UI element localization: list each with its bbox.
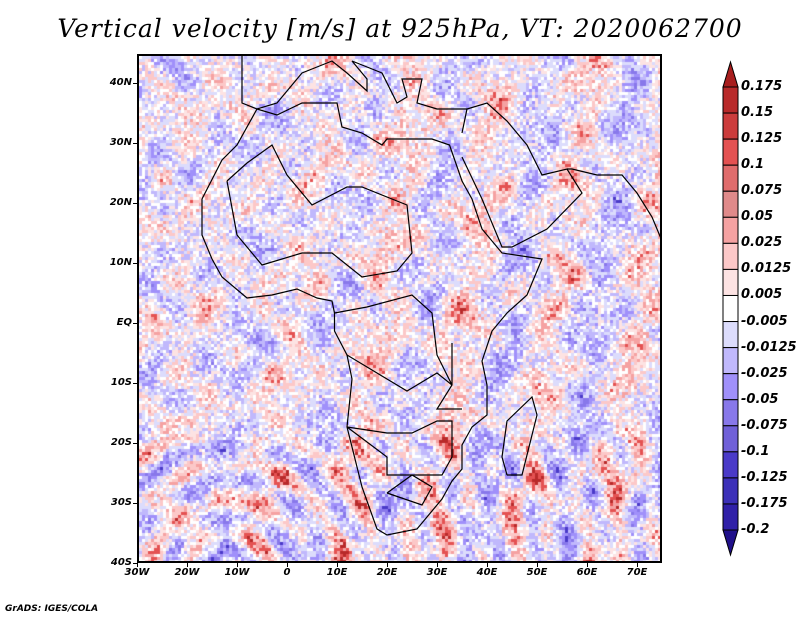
lon-label: 40E bbox=[476, 567, 498, 578]
colorbar-segment bbox=[722, 399, 739, 427]
colorbar-segment bbox=[722, 138, 739, 166]
colorbar-label: 0.175 bbox=[741, 79, 783, 94]
lon-label: 50E bbox=[526, 567, 548, 578]
colorbar-segment bbox=[722, 425, 739, 453]
lon-tick bbox=[587, 562, 588, 567]
europe-coastline bbox=[241, 56, 467, 110]
colorbar-label: -0.05 bbox=[741, 391, 779, 407]
lon-tick bbox=[137, 562, 138, 567]
lon-tick bbox=[387, 562, 388, 567]
lon-tick bbox=[187, 562, 188, 567]
colorbar-label: -0.005 bbox=[741, 313, 788, 329]
lon-label: 0 bbox=[283, 567, 291, 578]
colorbar-label: -0.0125 bbox=[741, 339, 797, 355]
lat-label: 30N bbox=[109, 137, 132, 148]
colorbar-bottom-arrow bbox=[722, 529, 739, 557]
lon-label: 30W bbox=[124, 567, 150, 578]
lat-label: 20N bbox=[109, 197, 132, 208]
colorbar-label: -0.075 bbox=[741, 417, 788, 433]
colorbar-label: 0.025 bbox=[741, 235, 783, 251]
asia-coastline bbox=[567, 168, 660, 238]
lat-tick bbox=[133, 263, 138, 264]
vertical-velocity-field bbox=[139, 56, 660, 561]
africa-coastline bbox=[201, 102, 543, 536]
lon-label: 70E bbox=[626, 567, 648, 578]
colorbar-label: 0.0125 bbox=[741, 261, 792, 277]
colorbar-segment bbox=[722, 86, 739, 114]
lon-tick bbox=[537, 562, 538, 567]
lat-label: 40N bbox=[109, 77, 132, 88]
country-borders bbox=[346, 420, 453, 476]
map-plot-area bbox=[137, 54, 662, 563]
lat-label: 10N bbox=[109, 257, 132, 268]
madagascar-coastline bbox=[501, 395, 538, 476]
coastlines-and-borders bbox=[201, 56, 660, 536]
lat-tick bbox=[133, 143, 138, 144]
colorbar-label: -0.025 bbox=[741, 365, 788, 381]
plot-title: Vertical velocity [m/s] at 925hPa, VT: 2… bbox=[57, 14, 743, 43]
colorbar-label: 0.1 bbox=[741, 157, 765, 173]
lon-label: 20W bbox=[174, 567, 200, 578]
lat-label: 40S bbox=[110, 557, 132, 568]
colorbar-segment bbox=[722, 321, 739, 349]
lat-tick bbox=[133, 503, 138, 504]
lat-tick bbox=[133, 383, 138, 384]
colorbar-label: -0.175 bbox=[741, 495, 788, 511]
lon-tick bbox=[337, 562, 338, 567]
colorbar-label: -0.1 bbox=[741, 443, 770, 459]
lat-tick bbox=[133, 563, 138, 564]
lat-label: 20S bbox=[110, 437, 132, 448]
grads-credit: GrADS: IGES/COLA bbox=[5, 604, 99, 614]
colorbar-label: 0.075 bbox=[741, 183, 783, 199]
lon-tick bbox=[237, 562, 238, 567]
country-borders bbox=[226, 144, 413, 278]
lon-tick bbox=[487, 562, 488, 567]
colorbar-top-arrow bbox=[722, 60, 739, 88]
lat-tick bbox=[133, 323, 138, 324]
colorbar-segment bbox=[722, 112, 739, 140]
lat-tick bbox=[133, 443, 138, 444]
colorbar-label: 0.15 bbox=[741, 105, 774, 121]
colorbar-segment bbox=[722, 294, 739, 323]
colorbar-segment bbox=[722, 477, 739, 505]
colorbar-segment bbox=[722, 190, 739, 218]
lon-label: 20E bbox=[376, 567, 398, 578]
lat-tick bbox=[133, 83, 138, 84]
colorbar-label: 0.05 bbox=[741, 209, 774, 225]
colorbar-segment bbox=[722, 164, 739, 192]
lon-label: 10E bbox=[326, 567, 348, 578]
colorbar-label: -0.125 bbox=[741, 469, 788, 485]
lake-outline bbox=[435, 343, 462, 410]
lat-tick bbox=[133, 203, 138, 204]
lon-tick bbox=[287, 562, 288, 567]
colorbar-segment bbox=[722, 268, 739, 296]
colorbar-segment bbox=[722, 216, 739, 244]
colorbar-segment bbox=[722, 242, 739, 270]
lon-tick bbox=[637, 562, 638, 567]
lon-label: 30E bbox=[426, 567, 448, 578]
lon-label: 10W bbox=[224, 567, 250, 578]
colorbar-segment bbox=[722, 373, 739, 401]
lon-label: 60E bbox=[576, 567, 598, 578]
lat-label: 10S bbox=[110, 377, 132, 388]
lat-label: EQ bbox=[116, 317, 132, 328]
colorbar-label: 0.125 bbox=[741, 131, 783, 147]
lon-tick bbox=[437, 562, 438, 567]
country-borders bbox=[386, 474, 433, 506]
colorbar-segment bbox=[722, 451, 739, 479]
colorbar-segment bbox=[722, 347, 739, 375]
colorbar-label: 0.005 bbox=[741, 287, 783, 303]
colorbar-segment bbox=[722, 503, 739, 531]
lat-label: 30S bbox=[110, 497, 132, 508]
colorbar-label: -0.2 bbox=[741, 522, 770, 538]
country-borders bbox=[334, 294, 453, 392]
